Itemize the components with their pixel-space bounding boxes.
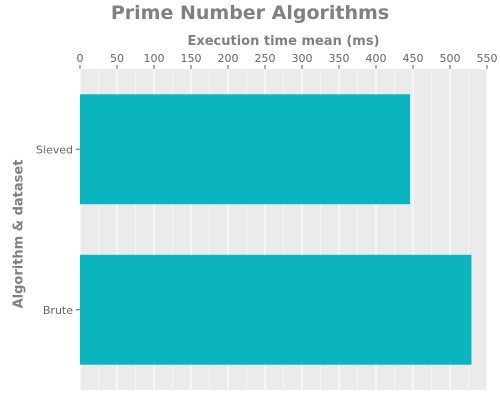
x-tick-label: 500 bbox=[440, 52, 461, 65]
x-axis-label: Execution time mean (ms) bbox=[187, 34, 380, 49]
chart-title: Prime Number Algorithms bbox=[110, 2, 390, 24]
bars bbox=[80, 94, 472, 365]
y-tick-label: Brute bbox=[43, 304, 73, 317]
x-tick-label: 550 bbox=[477, 52, 498, 65]
bar-sieved bbox=[80, 94, 411, 205]
x-tick-label: 300 bbox=[292, 52, 313, 65]
x-axis-ticks: 0 50 100 150 200 250 300 350 400 450 500 550 bbox=[77, 52, 498, 69]
x-tick-label: 350 bbox=[329, 52, 350, 65]
x-tick-label: 250 bbox=[255, 52, 276, 65]
y-tick-label: Sieved bbox=[36, 143, 73, 156]
x-tick-label: 50 bbox=[110, 52, 124, 65]
x-tick-label: 200 bbox=[218, 52, 239, 65]
bar-brute bbox=[80, 254, 472, 365]
x-tick-label: 150 bbox=[181, 52, 202, 65]
y-axis-ticks: Sieved Brute bbox=[36, 143, 80, 317]
x-tick-label: 400 bbox=[366, 52, 387, 65]
x-tick-label: 0 bbox=[77, 52, 84, 65]
x-tick-label: 100 bbox=[144, 52, 165, 65]
x-tick-label: 450 bbox=[403, 52, 424, 65]
